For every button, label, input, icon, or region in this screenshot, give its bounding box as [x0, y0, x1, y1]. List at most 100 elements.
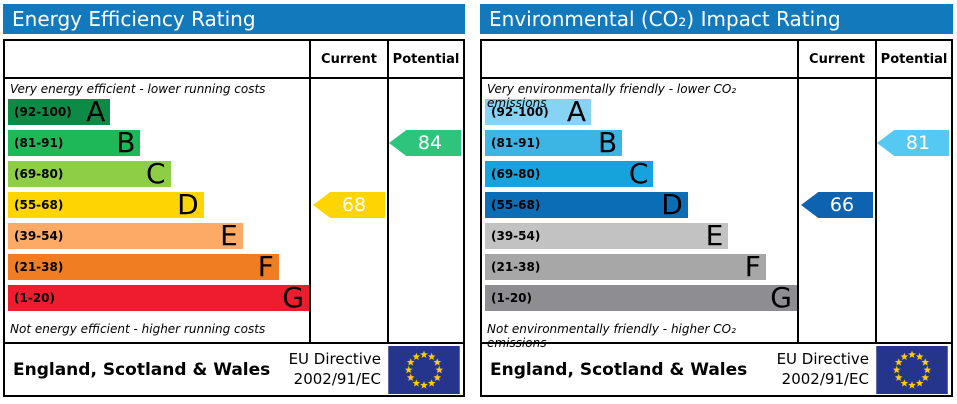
bottom-note: Not energy efficient - higher running co… [10, 322, 266, 336]
region-label: England, Scotland & Wales [13, 359, 271, 380]
table-body-row: Very energy efficient - lower running co… [5, 79, 463, 342]
band-letter: E [220, 219, 238, 252]
table-header-row: Current Potential [5, 41, 463, 79]
top-note: Very energy efficient - lower running co… [10, 82, 266, 96]
band-e: (39-54) E [485, 219, 729, 252]
eu-directive-line1: EU Directive [288, 350, 381, 368]
empty-header-cell [482, 41, 797, 77]
current-column: 68 [309, 79, 387, 342]
band-letter: C [145, 157, 166, 190]
band-letter: F [744, 250, 761, 283]
current-rating-value: 68 [341, 194, 367, 216]
band-range-label: (69-80) [491, 167, 541, 181]
band-range-label: (92-100) [491, 105, 549, 119]
band-row-f: (21-38) F [8, 250, 309, 283]
current-rating-arrow: 68 [313, 192, 385, 218]
panel-title: Environmental (CO₂) Impact Rating [489, 7, 841, 31]
band-c: (69-80) C [8, 157, 171, 190]
potential-column-header: Potential [387, 41, 463, 77]
potential-column: 84 [387, 79, 463, 342]
band-letter: D [177, 188, 199, 221]
current-column-header: Current [797, 41, 875, 77]
band-range-label: (21-38) [491, 260, 541, 274]
band-b: (81-91) B [8, 126, 141, 159]
band-a: (92-100) A [485, 95, 592, 128]
band-letter: B [598, 126, 618, 159]
band-range-label: (1-20) [14, 291, 55, 305]
band-letter: D [661, 188, 683, 221]
band-row-d: (55-68) D [8, 188, 309, 221]
eu-flag-icon [388, 345, 460, 394]
environmental-impact-title-bar: Environmental (CO₂) Impact Rating [480, 4, 953, 34]
band-letter: A [566, 95, 587, 128]
band-row-b: (81-91) B [8, 126, 309, 159]
band-letter: G [770, 281, 792, 314]
current-rating-arrow: 66 [801, 192, 873, 218]
band-d: (55-68) D [8, 188, 204, 221]
table-header-row: Current Potential [482, 41, 951, 79]
eu-directive-line2: 2002/91/EC [781, 369, 869, 388]
band-letter: B [116, 126, 136, 159]
band-b: (81-91) B [485, 126, 623, 159]
band-f: (21-38) F [8, 250, 279, 283]
eu-flag-icon [876, 345, 948, 394]
potential-column-header: Potential [875, 41, 951, 77]
band-e: (39-54) E [8, 219, 243, 252]
band-range-label: (81-91) [491, 136, 541, 150]
potential-rating-arrow: 84 [389, 130, 461, 156]
band-f: (21-38) F [485, 250, 766, 283]
bands-scale-area: Very energy efficient - lower running co… [5, 79, 309, 342]
current-column-header: Current [309, 41, 387, 77]
eu-directive-line2: 2002/91/EC [293, 369, 381, 388]
band-row-a: (92-100) A [485, 95, 797, 128]
environmental-impact-table: Current Potential Very environmentally f… [480, 39, 953, 350]
footer-bar: England, Scotland & Wales EU Directive 2… [480, 342, 953, 397]
band-letter: C [628, 157, 649, 190]
potential-rating-value: 81 [905, 132, 931, 154]
eu-directive-line1: EU Directive [776, 350, 869, 368]
band-row-g: (1-20) G [8, 284, 309, 312]
current-column: 66 [797, 79, 875, 342]
band-a: (92-100) A [8, 98, 111, 126]
band-range-label: (69-80) [14, 167, 64, 181]
top-note: Very environmentally friendly - lower CO… [487, 82, 737, 110]
panel-title: Energy Efficiency Rating [12, 7, 256, 31]
potential-column: 81 [875, 79, 951, 342]
table-body-row: Very environmentally friendly - lower CO… [482, 79, 951, 350]
band-row-a: (92-100) A [8, 98, 309, 126]
bands-list: (92-100) A (81-91) B (69 [5, 98, 309, 312]
band-range-label: (21-38) [14, 260, 64, 274]
energy-efficiency-table: Current Potential Very energy efficient … [3, 39, 465, 344]
band-range-label: (55-68) [14, 198, 64, 212]
band-row-e: (39-54) E [485, 219, 797, 252]
band-range-label: (81-91) [14, 136, 64, 150]
band-letter: F [257, 250, 274, 283]
band-letter: E [705, 219, 724, 252]
band-g: (1-20) G [8, 284, 309, 312]
region-label: England, Scotland & Wales [490, 359, 748, 380]
band-row-f: (21-38) F [485, 250, 797, 283]
band-d: (55-68) D [485, 188, 688, 221]
band-range-label: (39-54) [491, 229, 541, 243]
energy-efficiency-title-bar: Energy Efficiency Rating [3, 4, 465, 34]
bands-scale-area: Very environmentally friendly - lower CO… [482, 79, 797, 350]
environmental-impact-panel: Environmental (CO₂) Impact Rating Curren… [480, 4, 953, 397]
potential-rating-arrow: 81 [877, 130, 949, 156]
eu-directive-text: EU Directive 2002/91/EC [777, 350, 869, 389]
bottom-note: Not environmentally friendly - higher CO… [487, 322, 736, 350]
energy-efficiency-panel: Energy Efficiency Rating Current Potenti… [3, 4, 465, 397]
band-range-label: (92-100) [14, 105, 72, 119]
footer-bar: England, Scotland & Wales EU Directive 2… [3, 342, 465, 397]
band-row-e: (39-54) E [8, 219, 309, 252]
band-c: (69-80) C [485, 157, 654, 190]
band-row-c: (69-80) C [485, 157, 797, 190]
band-row-c: (69-80) C [8, 157, 309, 190]
potential-rating-value: 84 [417, 132, 443, 154]
band-g: (1-20) G [485, 281, 797, 314]
eu-directive-text: EU Directive 2002/91/EC [289, 350, 381, 389]
band-row-g: (1-20) G [485, 281, 797, 314]
band-range-label: (55-68) [491, 198, 541, 212]
empty-header-cell [5, 41, 309, 77]
band-range-label: (39-54) [14, 229, 64, 243]
